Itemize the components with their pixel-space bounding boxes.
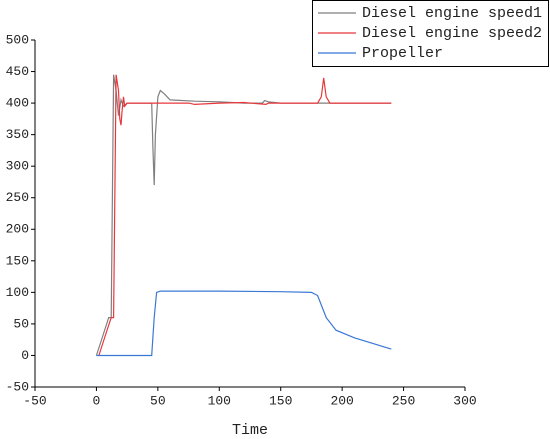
x-axis-label: Time [232, 422, 268, 439]
y-tick-label: 50 [13, 316, 29, 331]
x-tick-label: 100 [208, 393, 231, 408]
y-tick-label: -50 [6, 379, 29, 394]
series-line [96, 290, 392, 357]
y-tick-label: 200 [6, 222, 29, 237]
legend-label: Diesel engine speed2 [362, 25, 542, 42]
y-tick-label: 0 [21, 348, 29, 363]
y-tick-label: 500 [6, 32, 29, 47]
y-tick-label: 450 [6, 64, 29, 79]
series-line [95, 74, 392, 356]
series-line [98, 74, 392, 356]
x-tick-label: 50 [150, 393, 166, 408]
x-tick-label: 150 [269, 393, 292, 408]
x-tick-label: 0 [93, 393, 101, 408]
y-tick-label: 250 [6, 190, 29, 205]
legend-label: Propeller [362, 45, 443, 62]
y-tick-label: 150 [6, 253, 29, 268]
y-tick-label: 400 [6, 96, 29, 111]
y-tick-label: 350 [6, 127, 29, 142]
x-tick-label: 300 [453, 393, 476, 408]
y-tick-label: 100 [6, 285, 29, 300]
x-tick-label: 250 [392, 393, 415, 408]
x-tick-label: 200 [330, 393, 353, 408]
legend-label: Diesel engine speed1 [362, 5, 542, 22]
y-tick-label: 300 [6, 159, 29, 174]
x-tick-label: -50 [23, 393, 46, 408]
